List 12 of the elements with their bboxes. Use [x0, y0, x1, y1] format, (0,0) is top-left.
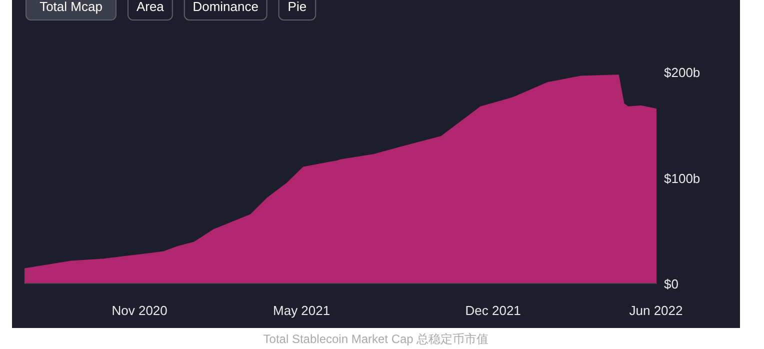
x-tick-label: Dec 2021: [465, 303, 521, 318]
text: Total Stablecoin Market Cap 总稳定币市值: [263, 332, 489, 346]
x-tick-label: Nov 2020: [112, 303, 168, 318]
button: Total Mcap: [26, 0, 116, 20]
button: Pie: [278, 0, 316, 20]
button: Dominance: [184, 0, 268, 20]
y-tick-label: $200b: [664, 65, 700, 80]
x-tick-label: Jun 2022: [629, 303, 683, 318]
y-tick-label: $0: [664, 276, 678, 292]
x-tick-label: May 2021: [273, 303, 330, 318]
y-tick-label: $100b: [664, 170, 700, 186]
button: Area: [128, 0, 173, 20]
